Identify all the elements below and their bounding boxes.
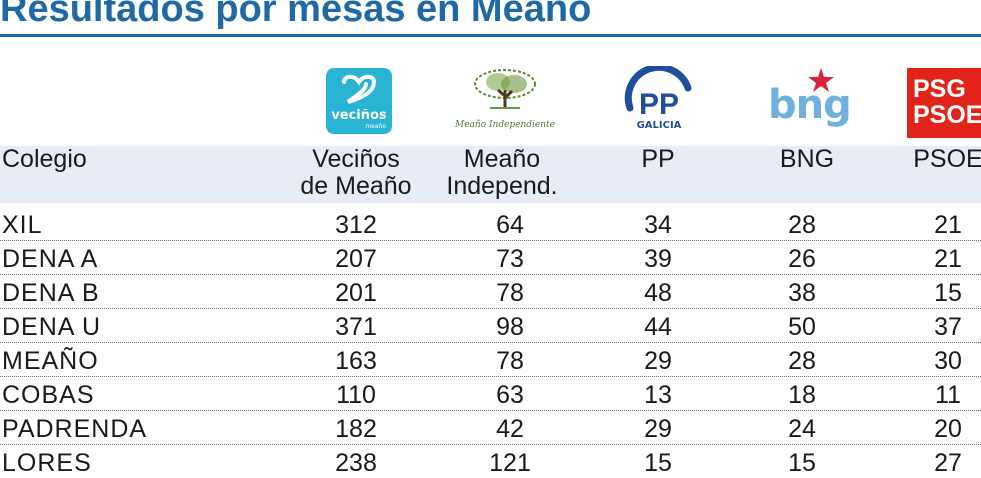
meano-votes: 121 — [489, 449, 531, 477]
header-colegio-label: Colegio — [2, 145, 87, 173]
vecinos-votes: 207 — [335, 245, 377, 273]
vecinos-votes: 110 — [336, 381, 376, 409]
psoe-votes: 21 — [934, 211, 962, 239]
pp-votes: 29 — [644, 415, 672, 443]
psoe-logo-line1: PSG — [913, 75, 966, 103]
star-icon — [808, 68, 834, 92]
psoe-votes: 37 — [934, 313, 962, 341]
bng-votes: 38 — [788, 279, 816, 307]
vecinos-logo-subtext: meaño — [365, 123, 386, 130]
psoe-votes: 27 — [934, 449, 962, 477]
pp-mark-icon: PP — [624, 66, 692, 121]
meano-independiente-logo: Meaño Independiente — [450, 60, 560, 144]
colegio-name: DENA A — [2, 245, 99, 273]
header-psoe-label: PSOE — [913, 145, 981, 173]
psoe-votes: 20 — [934, 415, 962, 443]
vecinos-heart-icon — [342, 74, 377, 104]
header-pp: PP — [608, 146, 708, 173]
psoe-votes: 15 — [934, 279, 962, 307]
colegio-name: COBAS — [2, 381, 95, 409]
table-row: LORES 238 121 15 15 27 — [0, 444, 981, 478]
colegio-name: MEAÑO — [2, 347, 99, 375]
pp-votes: 13 — [644, 381, 672, 409]
psoe-logo-line2: PSOE — [913, 101, 981, 129]
title-divider — [0, 34, 981, 37]
vecinos-votes: 238 — [335, 449, 377, 477]
table-row: COBAS 110 63 13 18 11 — [0, 376, 981, 411]
header-meano: Meaño Independ. — [432, 146, 572, 200]
pp-votes: 44 — [644, 313, 672, 341]
meano-logo-text: Meaño Independiente — [454, 120, 555, 130]
header-pp-label: PP — [641, 145, 675, 173]
colegio-name: DENA B — [2, 279, 100, 307]
header-bng: BNG — [757, 146, 857, 173]
meano-votes: 78 — [496, 347, 524, 375]
tree-icon — [474, 69, 536, 109]
meano-votes: 42 — [496, 415, 524, 443]
colegio-name: XIL — [2, 211, 43, 239]
bng-votes: 26 — [788, 245, 816, 273]
page-title: Resultados por mesas en Meaño — [0, 0, 592, 30]
header-bng-label: BNG — [779, 145, 835, 173]
vecinos-votes: 312 — [335, 211, 377, 239]
bng-logo-text: bng — [768, 82, 852, 128]
colegio-name: PADRENDA — [2, 415, 148, 443]
table-row: DENA B 201 78 48 38 15 — [0, 274, 981, 309]
pp-logo: PP GALICIA — [622, 60, 696, 144]
psoe-votes: 11 — [935, 381, 961, 409]
header-colegio: Colegio — [2, 146, 87, 173]
meano-votes: 98 — [496, 313, 524, 341]
bng-votes: 28 — [788, 347, 816, 375]
pp-votes: 39 — [644, 245, 672, 273]
pp-votes: 15 — [644, 449, 672, 477]
psoe-votes: 30 — [934, 347, 962, 375]
table-row: DENA U 371 98 44 50 37 — [0, 308, 981, 343]
bng-votes: 28 — [788, 211, 816, 239]
vecinos-votes: 201 — [335, 279, 377, 307]
psoe-votes: 21 — [934, 245, 962, 273]
pp-votes: 34 — [644, 211, 672, 239]
pp-votes: 29 — [644, 347, 672, 375]
bng-votes: 15 — [788, 449, 816, 477]
table-row: DENA A 207 73 39 26 21 — [0, 240, 981, 275]
meano-votes: 73 — [496, 245, 524, 273]
bng-logo: bng — [764, 60, 852, 144]
bng-votes: 50 — [788, 313, 816, 341]
meano-votes: 78 — [496, 279, 524, 307]
meano-votes: 64 — [496, 211, 524, 239]
colegio-name: DENA U — [2, 313, 102, 341]
bng-votes: 24 — [788, 415, 816, 443]
vecinos-votes: 371 — [335, 313, 377, 341]
vecinos-votes: 182 — [335, 415, 377, 443]
meano-votes: 63 — [496, 381, 524, 409]
header-psoe: PSOE — [898, 146, 981, 173]
bng-votes: 18 — [788, 381, 816, 409]
vecinos-logo: veciños meaño — [326, 68, 392, 134]
vecinos-votes: 163 — [335, 347, 377, 375]
header-vecinos-line1: Veciños — [312, 145, 400, 173]
vecinos-logo-text: veciños — [331, 108, 387, 123]
table-row: PADRENDA 182 42 29 24 20 — [0, 410, 981, 445]
party-logos: veciños meaño Meaño Independiente PP GAL… — [0, 60, 981, 144]
pp-votes: 48 — [644, 279, 672, 307]
colegio-name: LORES — [2, 449, 92, 477]
pp-logo-subtext: GALICIA — [636, 120, 682, 131]
header-vecinos: Veciños de Meaño — [286, 146, 426, 200]
header-meano-line2: Independ. — [446, 172, 558, 200]
header-meano-line1: Meaño — [463, 145, 541, 173]
table-row: MEAÑO 163 78 29 28 30 — [0, 342, 981, 377]
header-vecinos-line2: de Meaño — [300, 172, 412, 200]
table-header-band — [0, 146, 981, 203]
psoe-logo: PSG PSOE — [907, 68, 981, 138]
table-row: XIL 312 64 34 28 21 — [0, 206, 981, 241]
pp-mark-text: PP — [639, 88, 679, 121]
